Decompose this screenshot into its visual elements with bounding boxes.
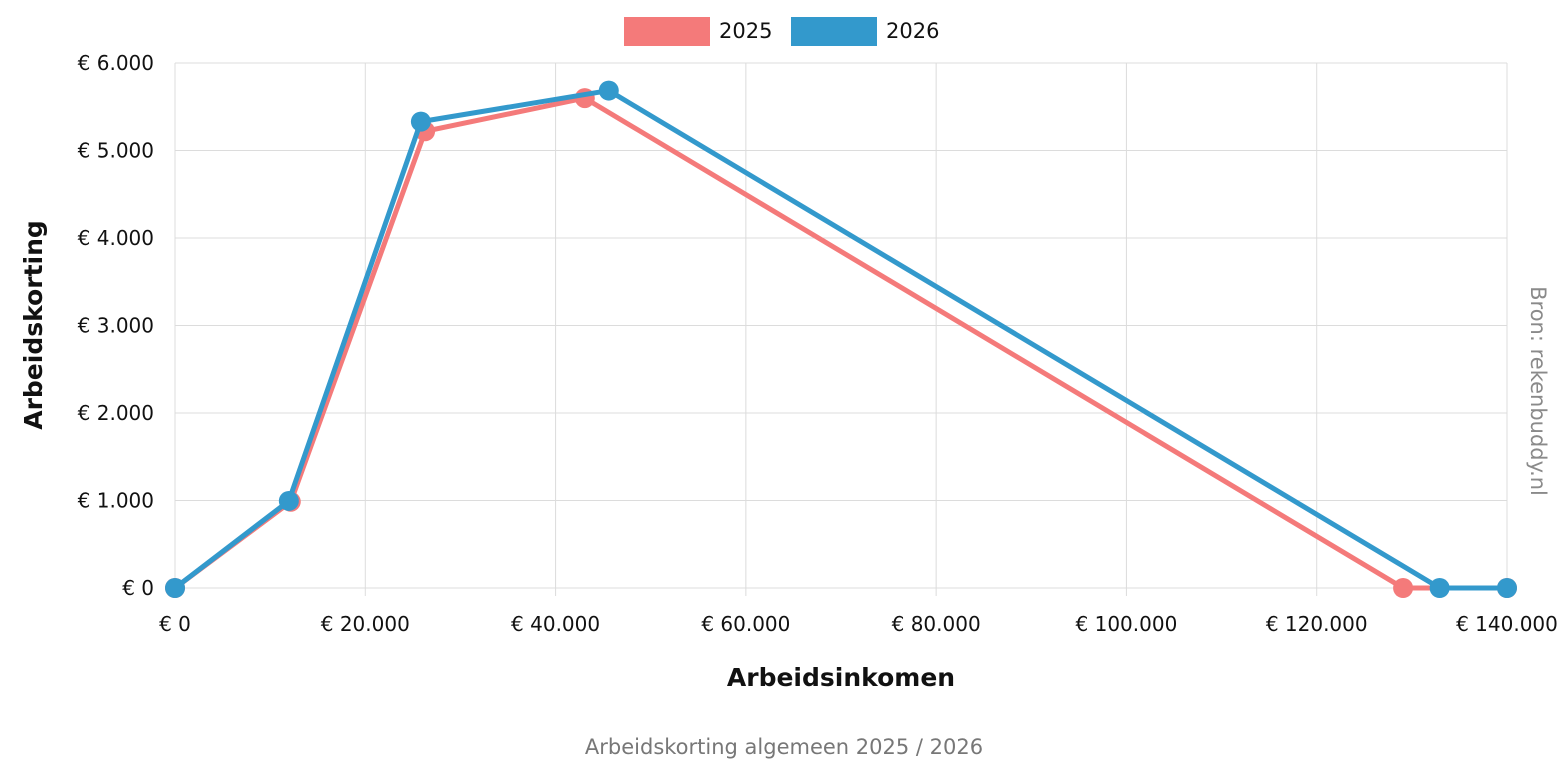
legend[interactable]: 2025 2026 <box>624 17 939 46</box>
x-tick-label: € 100.000 <box>1076 612 1178 636</box>
legend-item-2026[interactable]: 2026 <box>791 17 939 46</box>
x-tick-label: € 20.000 <box>321 612 410 636</box>
series-2026 <box>165 80 1517 598</box>
data-point-2026[interactable] <box>1497 578 1517 598</box>
chart-caption: Arbeidskorting algemeen 2025 / 2026 <box>585 735 983 759</box>
y-axis-ticks: € 0 € 1.000 € 2.000 € 3.000 € 4.000 € 5.000 € … <box>78 51 154 600</box>
data-point-2026[interactable] <box>165 578 185 598</box>
source-note: Bron: rekenbuddy.nl <box>1526 286 1550 496</box>
y-tick-label: € 2.000 <box>78 401 154 425</box>
y-tick-label: € 0 <box>122 576 154 600</box>
data-point-2026[interactable] <box>278 490 299 511</box>
series-line-2026 <box>172 88 1510 591</box>
legend-swatch <box>791 17 877 46</box>
legend-label: 2025 <box>719 19 772 43</box>
x-tick-label: € 140.000 <box>1456 612 1558 636</box>
y-tick-label: € 6.000 <box>78 51 154 75</box>
legend-item-2025[interactable]: 2025 <box>624 17 772 46</box>
series <box>165 80 1517 598</box>
data-point-2025[interactable] <box>1393 578 1414 598</box>
data-point-2026[interactable] <box>1429 578 1450 598</box>
data-point-2026[interactable] <box>598 80 619 101</box>
grid <box>174 62 1508 596</box>
x-tick-label: € 60.000 <box>701 612 790 636</box>
y-axis-title: Arbeidskorting <box>19 220 48 430</box>
x-tick-label: € 40.000 <box>511 612 600 636</box>
legend-label: 2026 <box>886 19 939 43</box>
x-axis-ticks: € 0 € 20.000 € 40.000 € 60.000 € 80.000 € 100… <box>159 612 1558 636</box>
y-tick-label: € 1.000 <box>78 489 154 513</box>
x-tick-label: € 0 <box>159 612 191 636</box>
series-2025 <box>165 88 1517 598</box>
x-tick-label: € 80.000 <box>892 612 981 636</box>
x-tick-label: € 120.000 <box>1266 612 1368 636</box>
legend-swatch <box>624 17 710 46</box>
y-tick-label: € 4.000 <box>78 226 154 250</box>
x-axis-title: Arbeidsinkomen <box>727 663 955 692</box>
y-tick-label: € 5.000 <box>78 139 154 163</box>
series-line-2025 <box>172 95 1510 591</box>
y-tick-label: € 3.000 <box>78 314 154 338</box>
data-point-2026[interactable] <box>410 111 431 132</box>
